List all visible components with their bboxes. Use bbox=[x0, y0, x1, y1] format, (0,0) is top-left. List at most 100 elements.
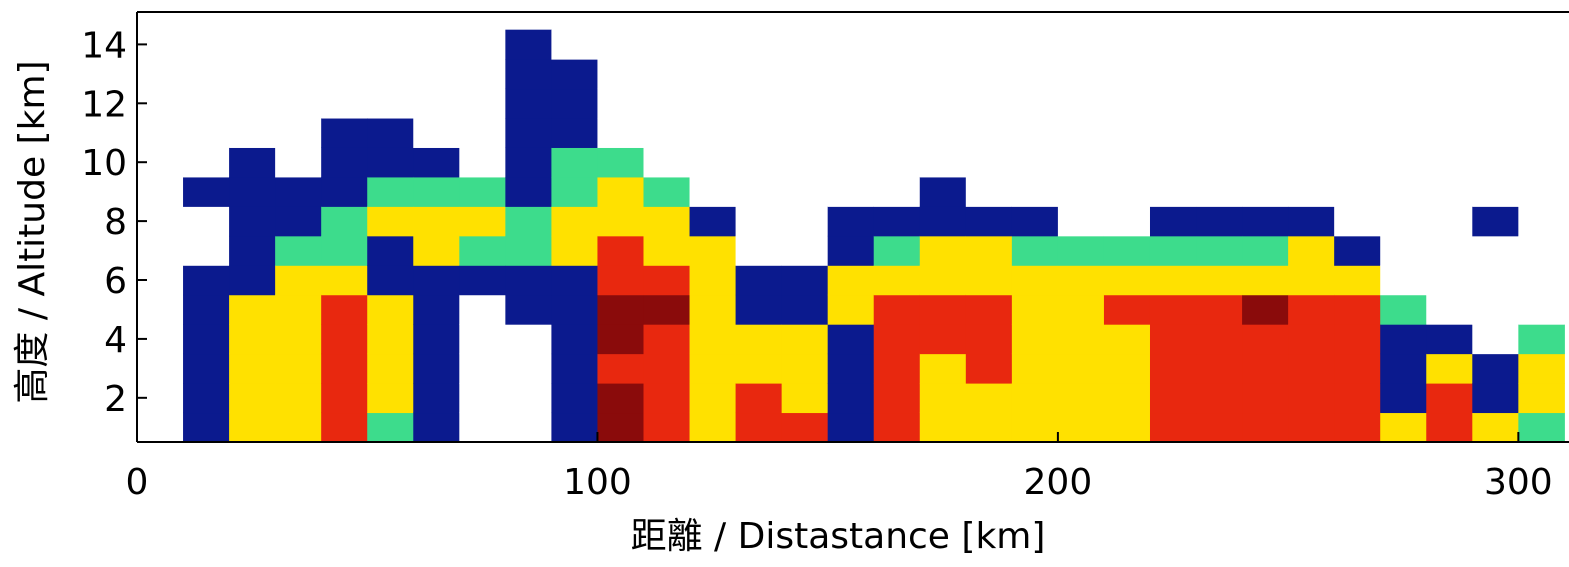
cell bbox=[275, 206, 322, 236]
cell bbox=[1518, 236, 1565, 266]
cell bbox=[1380, 324, 1427, 354]
cell bbox=[1426, 206, 1473, 236]
cell bbox=[1012, 147, 1059, 177]
cell bbox=[1196, 89, 1243, 119]
cell bbox=[321, 383, 368, 413]
cell bbox=[1380, 147, 1427, 177]
cell bbox=[1104, 30, 1151, 60]
cell bbox=[275, 295, 322, 325]
cell bbox=[920, 59, 967, 89]
cell bbox=[505, 147, 552, 177]
cell bbox=[828, 206, 875, 236]
cell bbox=[1058, 177, 1105, 207]
cell bbox=[459, 295, 506, 325]
cell bbox=[367, 89, 414, 119]
cell bbox=[920, 324, 967, 354]
cell bbox=[1288, 118, 1335, 148]
cell bbox=[874, 236, 921, 266]
cell bbox=[920, 118, 967, 148]
cell bbox=[551, 354, 598, 384]
cell bbox=[551, 147, 598, 177]
cell bbox=[367, 206, 414, 236]
cell bbox=[828, 295, 875, 325]
y-tick-label: 12 bbox=[81, 84, 127, 125]
cell bbox=[1150, 265, 1197, 295]
cell bbox=[551, 324, 598, 354]
y-tick-label: 2 bbox=[104, 379, 127, 420]
y-tick-label: 10 bbox=[81, 143, 127, 184]
cell bbox=[1058, 383, 1105, 413]
cell bbox=[690, 354, 737, 384]
cell bbox=[1380, 206, 1427, 236]
cell bbox=[597, 354, 644, 384]
cell bbox=[459, 59, 506, 89]
cell bbox=[367, 265, 414, 295]
cell bbox=[1288, 59, 1335, 89]
cell bbox=[643, 206, 690, 236]
cell bbox=[1242, 324, 1289, 354]
cell bbox=[183, 354, 230, 384]
cell bbox=[1288, 295, 1335, 325]
cell bbox=[229, 89, 276, 119]
cell bbox=[643, 383, 690, 413]
cell bbox=[321, 295, 368, 325]
cell bbox=[1012, 324, 1059, 354]
cell bbox=[275, 354, 322, 384]
cell bbox=[1104, 354, 1151, 384]
cell bbox=[183, 413, 230, 443]
cell bbox=[321, 265, 368, 295]
cell bbox=[1518, 413, 1565, 443]
cell bbox=[1012, 354, 1059, 384]
cell bbox=[1380, 59, 1427, 89]
cell bbox=[1472, 413, 1519, 443]
cell bbox=[183, 177, 230, 207]
cell bbox=[367, 177, 414, 207]
cell bbox=[1334, 89, 1381, 119]
cell bbox=[321, 236, 368, 266]
cell bbox=[1288, 354, 1335, 384]
cell bbox=[321, 413, 368, 443]
cell bbox=[1518, 383, 1565, 413]
cell bbox=[275, 383, 322, 413]
cell bbox=[413, 177, 460, 207]
cell bbox=[597, 147, 644, 177]
cell bbox=[736, 413, 783, 443]
cell bbox=[828, 265, 875, 295]
cell bbox=[1426, 147, 1473, 177]
cell bbox=[736, 383, 783, 413]
cell bbox=[690, 59, 737, 89]
cell bbox=[459, 206, 506, 236]
cell bbox=[413, 89, 460, 119]
cell bbox=[1058, 413, 1105, 443]
cell bbox=[459, 177, 506, 207]
cell bbox=[1150, 383, 1197, 413]
cell bbox=[690, 118, 737, 148]
cell bbox=[1334, 354, 1381, 384]
cell bbox=[1058, 265, 1105, 295]
cell bbox=[1472, 354, 1519, 384]
cell bbox=[1518, 206, 1565, 236]
cell bbox=[229, 177, 276, 207]
cell bbox=[782, 354, 829, 384]
cell bbox=[1472, 89, 1519, 119]
cell bbox=[643, 147, 690, 177]
cell bbox=[183, 59, 230, 89]
cell bbox=[321, 89, 368, 119]
cell bbox=[1058, 118, 1105, 148]
cell bbox=[597, 206, 644, 236]
cell bbox=[828, 324, 875, 354]
cell bbox=[1104, 324, 1151, 354]
cell bbox=[1196, 59, 1243, 89]
cell bbox=[828, 177, 875, 207]
cell bbox=[1150, 324, 1197, 354]
cell bbox=[736, 147, 783, 177]
cell bbox=[782, 59, 829, 89]
cell bbox=[505, 383, 552, 413]
cell bbox=[1334, 177, 1381, 207]
cell bbox=[597, 177, 644, 207]
cell bbox=[874, 59, 921, 89]
cell bbox=[229, 147, 276, 177]
cell bbox=[505, 118, 552, 148]
cell bbox=[736, 177, 783, 207]
cell bbox=[321, 30, 368, 60]
